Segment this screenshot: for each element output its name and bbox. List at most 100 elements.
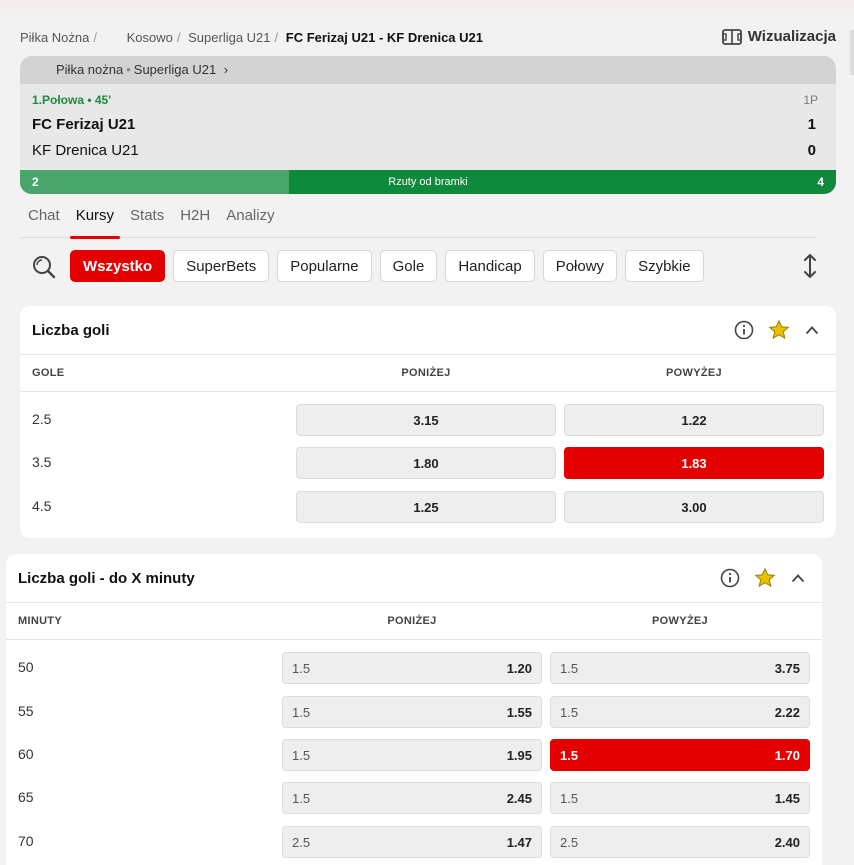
row-label: 50 <box>18 659 34 675</box>
tab-h2h[interactable]: H2H <box>180 207 211 224</box>
row-label: 2.5 <box>32 411 52 427</box>
side-divider <box>850 30 854 75</box>
odd-line: 1.5 <box>292 661 311 676</box>
odd-value: 1.80 <box>413 456 439 471</box>
market-title: Liczba goli <box>32 322 110 339</box>
star-icon[interactable] <box>768 319 790 341</box>
odd-value: 3.15 <box>413 413 439 428</box>
filter-bar: Wszystko SuperBets Popularne Gole Handic… <box>30 250 712 282</box>
away-team: KF Drenica U21 <box>32 142 139 159</box>
odd-value: 1.45 <box>774 791 800 806</box>
table-row: 3.5 1.80 1.83 <box>20 447 836 479</box>
table-row: 55 1.5 1.55 1.5 2.22 <box>6 696 822 728</box>
odd-value: 1.25 <box>413 500 439 515</box>
odd-over-button[interactable]: 1.5 1.45 <box>550 782 810 814</box>
market-title: Liczba goli - do X minuty <box>18 570 195 587</box>
col-header-under: PONIŻEJ <box>401 367 451 379</box>
breadcrumb-match: FC Ferizaj U21 - KF Drenica U21 <box>285 30 483 45</box>
odd-over-button-selected[interactable]: 1.83 <box>564 447 824 479</box>
odd-line: 1.5 <box>292 705 311 720</box>
stat-label: Rzuty od bramki <box>388 176 468 188</box>
odd-over-button[interactable]: 2.5 2.40 <box>550 826 810 858</box>
odd-under-button[interactable]: 1.5 1.55 <box>282 696 542 728</box>
filter-polowy[interactable]: Połowy <box>542 250 618 282</box>
breadcrumb-sport[interactable]: Piłka Nożna <box>20 30 90 45</box>
odd-value: 2.22 <box>774 705 800 720</box>
info-icon[interactable] <box>734 320 754 340</box>
odd-line: 1.5 <box>292 791 311 806</box>
filter-szybkie[interactable]: Szybkie <box>625 250 704 282</box>
col-header-gole: GOLE <box>32 367 65 379</box>
odd-under-button[interactable]: 3.15 <box>296 404 556 436</box>
chevron-right-icon: › <box>223 62 229 77</box>
breadcrumb-country[interactable]: Kosowo <box>126 30 173 45</box>
table-row: 2.5 3.15 1.22 <box>20 404 836 436</box>
odd-under-button[interactable]: 1.25 <box>296 491 556 523</box>
filter-gole[interactable]: Gole <box>379 250 438 282</box>
match-header-sport: Piłka nożna <box>56 62 124 77</box>
col-header-over: POWYŻEJ <box>666 367 722 379</box>
pitch-icon <box>721 28 742 45</box>
info-icon[interactable] <box>720 568 740 588</box>
market-card-goals-by-minute: Liczba goli - do X minuty MINUTY PONIŻEJ… <box>6 554 822 865</box>
market-card-total-goals: Liczba goli GOLE PONIŻEJ POWYŻEJ 2.5 3.1… <box>20 306 836 538</box>
stat-bar-home-fill <box>20 170 290 194</box>
odd-over-button[interactable]: 1.5 2.22 <box>550 696 810 728</box>
odd-value: 2.45 <box>506 791 532 806</box>
odd-under-button[interactable]: 1.80 <box>296 447 556 479</box>
odd-over-button[interactable]: 1.22 <box>564 404 824 436</box>
row-label: 4.5 <box>32 498 52 514</box>
visualization-label: Wizualizacja <box>747 28 836 45</box>
odd-line: 1.5 <box>292 748 311 763</box>
visualization-button[interactable]: Wizualizacja <box>721 28 836 45</box>
odd-over-button[interactable]: 1.5 3.75 <box>550 652 810 684</box>
match-header-league: Superliga U21 <box>133 62 217 77</box>
tab-bar: Chat Kursy Stats H2H Analizy <box>20 207 816 239</box>
tab-analizy[interactable]: Analizy <box>226 207 275 224</box>
chevron-up-icon[interactable] <box>790 570 806 586</box>
odd-value: 1.55 <box>506 705 532 720</box>
odd-line: 1.5 <box>560 748 579 763</box>
tab-chat[interactable]: Chat <box>28 207 60 224</box>
row-label: 65 <box>18 789 34 805</box>
top-strip <box>0 0 854 22</box>
odd-under-button[interactable]: 1.5 1.95 <box>282 739 542 771</box>
table-row: 65 1.5 2.45 1.5 1.45 <box>6 782 822 814</box>
tab-kursy[interactable]: Kursy <box>68 208 122 239</box>
filter-handicap[interactable]: Handicap <box>445 250 535 282</box>
table-row: 60 1.5 1.95 1.5 1.70 <box>6 739 822 771</box>
odd-over-button[interactable]: 3.00 <box>564 491 824 523</box>
odd-under-button[interactable]: 1.5 2.45 <box>282 782 542 814</box>
row-label: 3.5 <box>32 454 52 470</box>
search-icon[interactable] <box>30 250 58 282</box>
odd-over-button-selected[interactable]: 1.5 1.70 <box>550 739 810 771</box>
col-header-over: POWYŻEJ <box>652 615 708 627</box>
chevron-up-icon[interactable] <box>804 322 820 338</box>
filter-wszystko[interactable]: Wszystko <box>70 250 166 282</box>
breadcrumb-league[interactable]: Superliga U21 <box>188 30 271 45</box>
star-icon[interactable] <box>754 567 776 589</box>
home-score: 1 <box>807 116 816 133</box>
expand-collapse-icon[interactable] <box>800 252 820 280</box>
period-short: 1P <box>803 93 818 107</box>
filter-popularne[interactable]: Popularne <box>277 250 372 282</box>
breadcrumb: Piłka Nożna / Kosowo / Superliga U21/ FC F… <box>20 30 483 45</box>
match-header[interactable]: Piłka nożna • Superliga U21 › <box>20 56 836 84</box>
odd-value: 3.75 <box>774 661 800 676</box>
table-row: 50 1.5 1.20 1.5 3.75 <box>6 652 822 684</box>
odd-under-button[interactable]: 1.5 1.20 <box>282 652 542 684</box>
match-scoreboard: Piłka nożna • Superliga U21 › 1.Połowa • 4… <box>20 56 836 194</box>
odd-under-button[interactable]: 2.5 1.47 <box>282 826 542 858</box>
stat-bar: 2 Rzuty od bramki 4 <box>20 170 836 194</box>
tab-stats[interactable]: Stats <box>130 207 165 224</box>
odd-value: 2.40 <box>774 835 800 850</box>
odd-line: 1.5 <box>560 791 579 806</box>
odd-line: 2.5 <box>560 835 579 850</box>
market-header-row: GOLE PONIŻEJ POWYŻEJ <box>20 354 836 392</box>
col-header-under: PONIŻEJ <box>387 615 437 627</box>
odd-value: 1.20 <box>506 661 532 676</box>
table-row: 70 2.5 1.47 2.5 2.40 <box>6 826 822 858</box>
away-score: 0 <box>807 142 816 159</box>
table-row: 4.5 1.25 3.00 <box>20 491 836 523</box>
filter-superbets[interactable]: SuperBets <box>173 250 270 282</box>
